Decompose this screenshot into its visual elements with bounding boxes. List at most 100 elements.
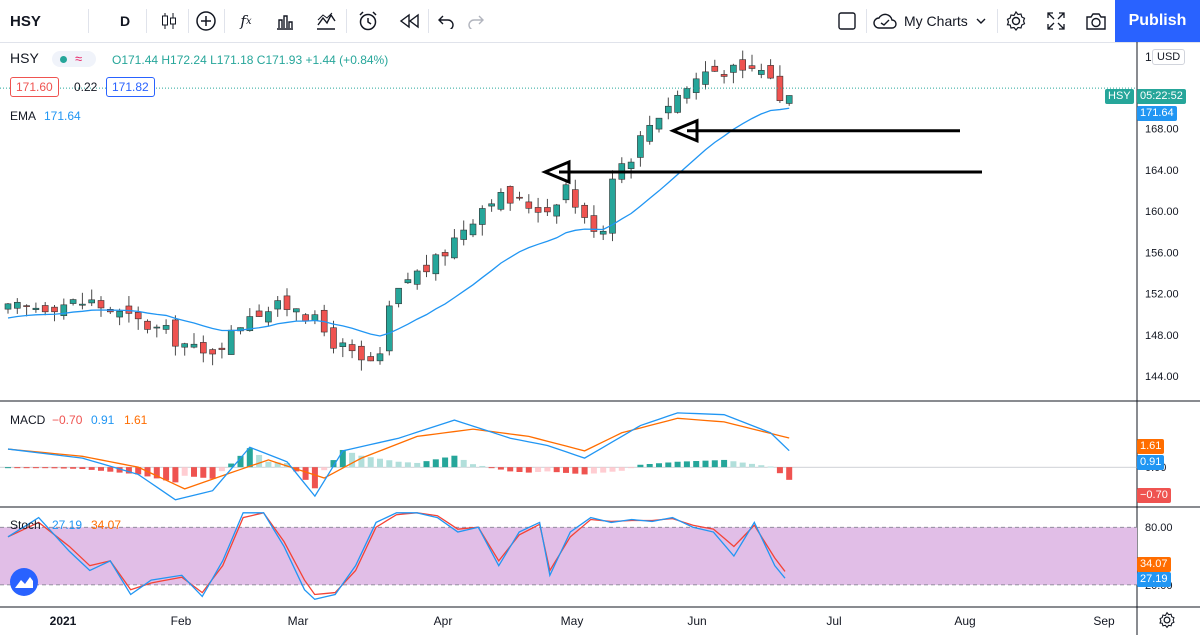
time-axis-label: 2021 [50,614,77,628]
compare-plus-icon[interactable] [192,6,220,36]
macd-histogram-bar [181,467,188,476]
macd-histogram-bar [749,463,755,468]
tradingview-logo-icon[interactable] [10,568,38,596]
macd-histogram-bar [572,467,579,474]
macd-line [7,412,790,501]
financials-bar-icon[interactable] [271,6,299,36]
candle-body [497,192,505,210]
candle-body [88,299,95,304]
publish-button[interactable]: Publish [1115,0,1200,42]
alert-clock-icon[interactable] [354,6,382,36]
bid-price-box[interactable]: 171.60 [10,77,59,97]
candle-body [720,74,728,77]
candles-chart-type-icon[interactable] [155,6,183,36]
candle-body [534,207,542,213]
candle-body [757,70,765,75]
macd-histogram-bar [656,463,662,468]
stoch-d-tag: 34.07 [1137,557,1171,572]
candle-body [478,208,486,225]
candle-body [292,308,300,313]
macd-histogram-bar [479,465,486,468]
macd-histogram-bar [125,467,132,474]
candle-body [525,201,533,209]
candle-body [97,300,105,309]
interval-button[interactable]: D [119,13,131,29]
macd-histogram-bar [265,461,272,468]
cloud-icon [872,12,898,30]
currency-button[interactable]: USD [1152,49,1186,65]
candle-body [302,314,309,322]
macd-histogram-bar [516,467,523,472]
macd-histogram-bar [135,467,142,475]
macd-histogram-bar [209,467,216,479]
macd-histogram-bar [5,467,11,469]
annotation-arrows [541,118,982,185]
macd-histogram-bar [88,467,95,470]
camera-snapshot-icon[interactable] [1082,6,1110,36]
candle-body [730,64,737,73]
macd-histogram-bar [79,467,86,469]
candle-body [785,95,793,104]
candle-body [451,237,458,259]
macd-histogram-bar [563,467,569,473]
time-axis-label: Sep [1093,614,1115,628]
scale-settings-gear-icon[interactable] [1158,611,1178,631]
candle-body [739,59,747,71]
candle-body [664,105,672,114]
candle-body [590,215,598,232]
candle-body [488,203,495,207]
candle-body [209,349,216,355]
candle-body [69,299,77,304]
macd-histogram-bar [246,448,253,468]
redo-icon[interactable] [463,6,489,36]
ema-legend-label: EMA [10,109,37,123]
macd-histogram-bar [218,467,225,472]
replay-rewind-icon[interactable] [395,6,423,36]
macd-hist-tag: −0.70 [1137,488,1171,503]
ema-polyline [7,107,790,337]
settings-gear-icon[interactable] [1002,6,1030,36]
candle-body [144,320,151,330]
macd-histogram-bar [525,467,532,473]
chevron-down-icon [976,18,986,24]
ask-price-box[interactable]: 171.82 [106,77,155,97]
stoch-k-tag: 27.19 [1137,572,1171,587]
layout-square-icon[interactable] [832,6,862,36]
candle-body [702,71,709,85]
stoch-k-line [7,512,786,601]
time-axis-label: Aug [954,614,975,628]
stoch-legend-label: Stoch [10,518,41,532]
price-axis-label: 148.00 [1145,330,1179,342]
candle-body [125,305,133,314]
candle-body [41,305,49,313]
macd-histogram-bar [339,449,346,468]
undo-icon[interactable] [433,6,459,36]
time-axis-label: Feb [171,614,192,628]
price-axis-label: 164.00 [1145,165,1179,177]
chart-canvas[interactable]: 2021 Feb Mar Apr May Jun Jul Aug Sep 144.00 148.00… [0,42,1200,635]
candle-body [227,329,235,355]
ema-price-tag: 171.64 [1137,106,1177,121]
candle-body [581,204,588,218]
symbol-search-button[interactable]: HSY [10,12,41,30]
legend-status-pill[interactable]: ≈ [52,51,96,67]
candle-body [506,186,514,204]
templates-icon[interactable] [312,6,340,36]
fullscreen-icon[interactable] [1042,6,1070,36]
candle-body [218,347,226,350]
my-charts-button[interactable]: My Charts [872,6,994,36]
ema-line [7,107,790,337]
candle-body [274,300,282,310]
toolbar-divider [997,9,998,33]
macd-legend-signal: 1.61 [124,413,148,427]
macd-histogram-bar [618,467,625,471]
macd-histogram-bar [721,459,728,468]
candle-body [172,319,179,347]
macd-histogram-bar [32,467,39,469]
macd-histogram-bar [665,462,672,468]
price-tag-countdown: 05:22:52 [1137,89,1186,104]
candle-body [330,327,337,349]
macd-histogram-bar [70,467,77,469]
